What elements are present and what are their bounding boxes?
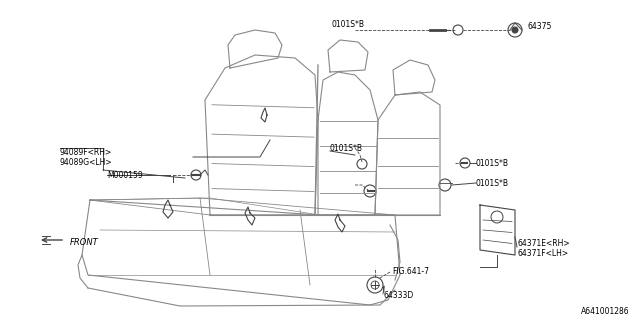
Text: 64333D: 64333D: [384, 292, 414, 300]
Circle shape: [512, 27, 518, 33]
Text: FRONT: FRONT: [70, 237, 99, 246]
Text: 94089G<LH>: 94089G<LH>: [60, 157, 113, 166]
Text: 64371E<RH>: 64371E<RH>: [518, 238, 571, 247]
Text: 0101S*B: 0101S*B: [476, 179, 509, 188]
Text: 64371F<LH>: 64371F<LH>: [518, 249, 569, 258]
Text: M000159: M000159: [107, 171, 143, 180]
Text: 0101S*B: 0101S*B: [476, 158, 509, 167]
Text: FIG.641-7: FIG.641-7: [392, 268, 429, 276]
Text: 0101S*B: 0101S*B: [332, 20, 365, 28]
Text: A641001286: A641001286: [581, 308, 630, 316]
Text: 0101S*B: 0101S*B: [330, 143, 363, 153]
Text: 94089F<RH>: 94089F<RH>: [60, 148, 112, 156]
Text: 64375: 64375: [527, 21, 552, 30]
